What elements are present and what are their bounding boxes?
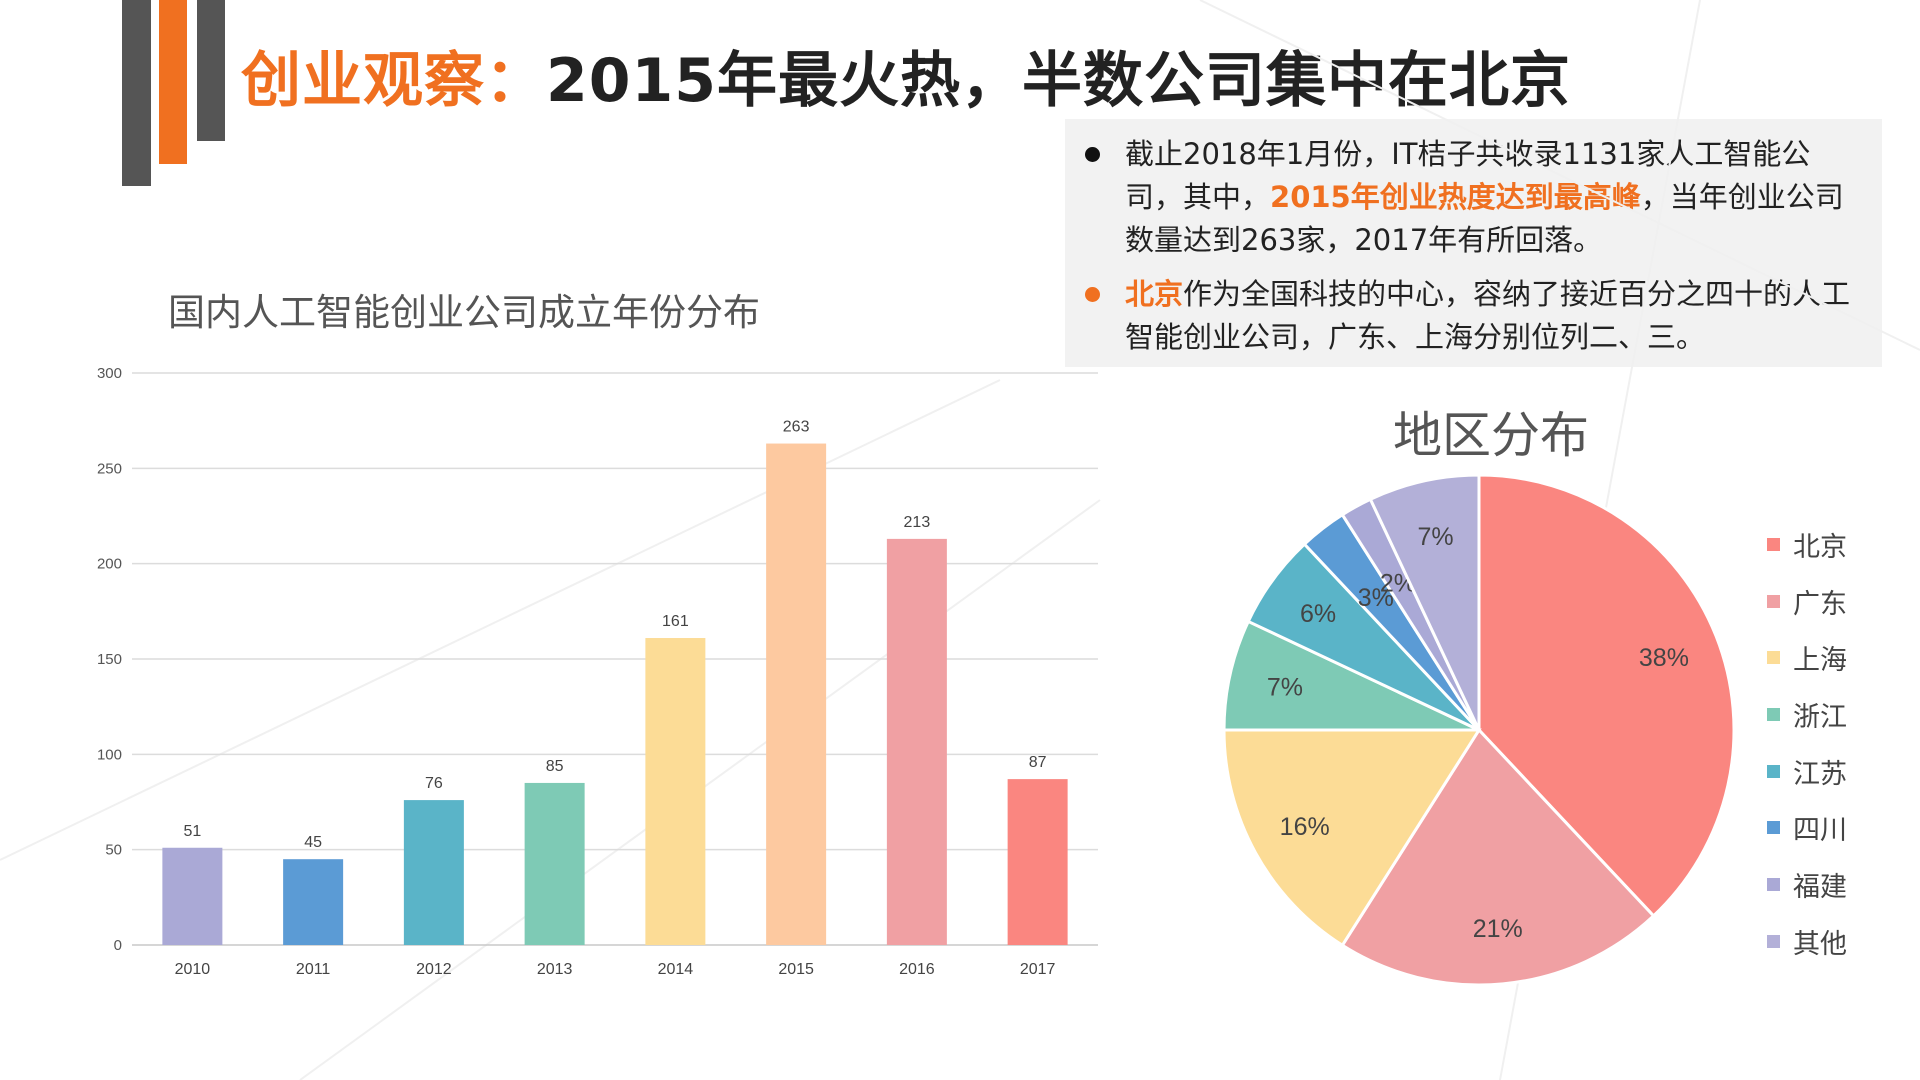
bar-2016: [886, 538, 947, 945]
x-tick-label: 2015: [778, 961, 814, 978]
y-tick-label: 300: [97, 365, 122, 382]
info-bullet-2: 北京作为全国科技的中心，容纳了接近百分之四十的人工智能创业公司，广东、上海分别位…: [1085, 273, 1862, 359]
bar-2011: [283, 859, 344, 945]
legend-label: 北京: [1793, 531, 1847, 563]
bar-2013: [524, 782, 585, 945]
legend-swatch: [1767, 764, 1780, 778]
bullet1-highlight: 2015年创业热度达到最高峰: [1270, 180, 1641, 214]
legend-label: 四川: [1793, 815, 1847, 847]
pie-value-label: 6%: [1300, 600, 1336, 628]
pie-slice-上海: [1222, 728, 1482, 948]
legend-item: 江苏: [1767, 743, 1847, 800]
legend-label: 福建: [1793, 871, 1847, 903]
legend-swatch: [1767, 537, 1780, 551]
legend-label: 浙江: [1793, 701, 1847, 733]
bar-value-label: 263: [783, 419, 810, 436]
bar-value-label: 161: [662, 613, 689, 630]
legend-swatch: [1767, 651, 1780, 665]
pie-legend: 北京广东上海浙江江苏四川福建其他: [1767, 516, 1847, 970]
title-rest: 2015年最火热，半数公司集中在北京: [546, 46, 1571, 116]
legend-item: 浙江: [1767, 686, 1847, 743]
bar-value-label: 76: [425, 775, 443, 792]
pie-value-label: 7%: [1267, 674, 1303, 702]
legend-item: 其他: [1767, 913, 1847, 970]
bar-value-label: 45: [304, 834, 322, 851]
bullet1-text-b: ，当年创业公司数量达到263家，2017年有所回落。: [1125, 180, 1844, 257]
pie-value-label: 7%: [1418, 523, 1454, 551]
y-tick-label: 0: [114, 937, 122, 954]
bar-value-label: 51: [183, 823, 201, 840]
pie-slice-浙江: [1222, 619, 1480, 732]
legend-label: 上海: [1793, 645, 1847, 677]
background-line: [1199, 0, 1920, 351]
legend-item: 上海: [1767, 629, 1847, 686]
legend-swatch: [1767, 821, 1780, 835]
title-highlight: 创业观察：: [241, 46, 546, 116]
decor-bar-orange: [159, 0, 187, 164]
bar-value-label: 87: [1029, 754, 1047, 771]
x-tick-label: 2010: [175, 961, 211, 978]
x-tick-label: 2014: [658, 961, 694, 978]
bar-value-label: 213: [904, 514, 931, 531]
info-box: 截止2018年1月份，IT桔子共收录1131家人工智能公司，其中，2015年创业…: [1065, 119, 1882, 367]
bar-value-label: 85: [546, 758, 564, 775]
legend-label: 江苏: [1793, 758, 1847, 790]
pie-slice-广东: [1340, 727, 1656, 987]
bar-2012: [403, 800, 464, 945]
pie-value-label: 21%: [1473, 915, 1523, 943]
legend-label: 其他: [1793, 928, 1847, 960]
y-tick-label: 250: [97, 460, 122, 477]
legend-item: 广东: [1767, 573, 1847, 630]
x-tick-label: 2013: [537, 961, 573, 978]
x-tick-label: 2012: [416, 961, 452, 978]
bar-2017: [1007, 779, 1068, 945]
x-tick-label: 2017: [1020, 961, 1056, 978]
decor-bar-dark: [122, 0, 151, 186]
y-tick-label: 150: [97, 651, 122, 668]
bar-2015: [766, 443, 827, 945]
bullet2-highlight: 北京: [1125, 277, 1184, 311]
info-bullet-1: 截止2018年1月份，IT桔子共收录1131家人工智能公司，其中，2015年创业…: [1085, 133, 1862, 262]
x-tick-label: 2016: [899, 961, 935, 978]
bar-2010: [162, 847, 223, 945]
bar-chart-title: 国内人工智能创业公司成立年份分布: [168, 291, 760, 334]
page-title: 创业观察：2015年最火热，半数公司集中在北京: [241, 32, 1571, 119]
pie-value-label: 38%: [1639, 644, 1689, 672]
pie-slice-北京: [1477, 473, 1736, 919]
pie-slice-其他: [1368, 473, 1481, 731]
background-line: [0, 379, 1001, 861]
bullet1-text-a: 截止2018年1月份，IT桔子共收录1131家人工智能公司，其中，: [1125, 137, 1811, 214]
legend-swatch: [1767, 707, 1780, 721]
y-tick-label: 50: [105, 842, 122, 859]
y-tick-label: 100: [97, 746, 122, 763]
bullet-dot-icon: [1085, 287, 1100, 302]
bullet2-text: 作为全国科技的中心，容纳了接近百分之四十的人工智能创业公司，广东、上海分别位列二…: [1125, 277, 1851, 354]
legend-item: 四川: [1767, 799, 1847, 856]
legend-item: 福建: [1767, 856, 1847, 913]
x-tick-label: 2011: [296, 961, 331, 978]
legend-swatch: [1767, 877, 1780, 891]
legend-swatch: [1767, 934, 1780, 948]
legend-item: 北京: [1767, 516, 1847, 573]
bar-2014: [645, 638, 706, 945]
y-tick-label: 200: [97, 556, 122, 573]
pie-chart-title: 地区分布: [1392, 407, 1589, 464]
bullet-dot-icon: [1085, 147, 1100, 162]
pie-value-label: 16%: [1280, 813, 1330, 841]
decor-bar-gray: [197, 0, 225, 141]
legend-swatch: [1767, 594, 1780, 608]
legend-label: 广东: [1793, 588, 1847, 620]
